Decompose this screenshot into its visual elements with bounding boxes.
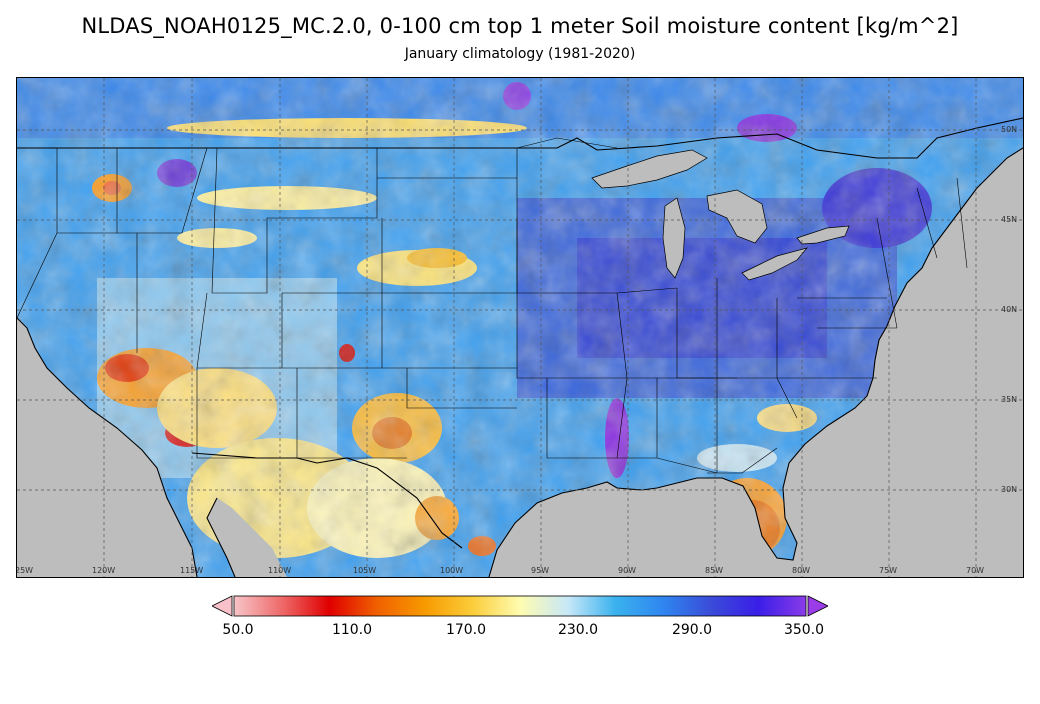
colorbar-ramp [233,595,807,617]
country-borders [17,117,1023,577]
map-subtitle: January climatology (1981-2020) [404,46,636,62]
lon-label: 90W [618,566,637,575]
colorbar-under-arrow [212,595,233,617]
lon-label: 70W [966,566,985,575]
colorbar-tick-label: 290.0 [671,622,713,638]
lat-label: 40N [1001,305,1018,314]
lon-label: 80W [792,566,811,575]
lon-label: 110W [268,566,292,575]
colorbar [212,595,828,617]
colorbar-tick-label: 170.0 [445,622,487,638]
colorbar-tick-label: 50.0 [222,622,254,638]
lon-label: 85W [705,566,724,575]
map-canvas [17,78,1023,577]
graticule [17,78,1023,577]
map-title: NLDAS_NOAH0125_MC.2.0, 0-100 cm top 1 me… [81,14,959,38]
lon-label: 95W [531,566,550,575]
colorbar-tick-label: 350.0 [783,622,825,638]
lat-label: 50N [1001,125,1018,134]
lon-label: 75W [879,566,898,575]
great-lakes [591,149,850,281]
lat-label: 35N [1001,395,1018,404]
lon-label: 105W [353,566,377,575]
lon-label: 100W [440,566,464,575]
lat-label: 45N [1001,215,1018,224]
lon-label: 120W [92,566,116,575]
soil-moisture-map: 25W 120W 115W 110W 105W 100W 95W 90W 85W… [16,77,1024,578]
colorbar-tick-label: 110.0 [331,622,373,638]
lat-label: 30N [1001,485,1018,494]
lon-label: 25W [16,566,34,575]
colorbar-over-arrow [807,595,828,617]
lon-label: 115W [180,566,204,575]
colorbar-tick-label: 230.0 [557,622,599,638]
